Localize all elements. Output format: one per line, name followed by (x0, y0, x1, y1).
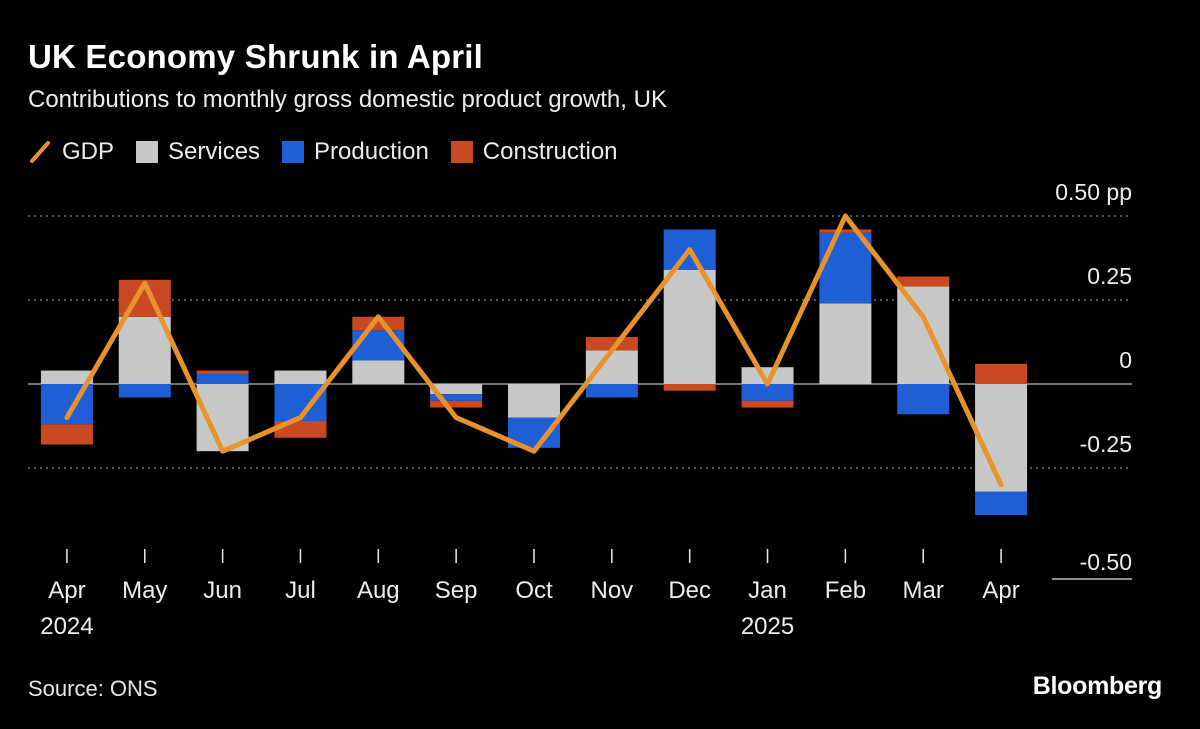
legend-item-gdp: GDP (28, 138, 114, 166)
bar-construction (897, 276, 950, 287)
bar-services (819, 303, 872, 384)
y-tick-label: 0.50 pp (1055, 179, 1132, 205)
chart-title: UK Economy Shrunk in April (28, 38, 484, 75)
x-tick-label: Sep (435, 577, 478, 604)
gdp-line (64, 213, 1004, 488)
x-tick-label: Apr (48, 577, 85, 604)
chart-legend: GDP Services Production Construction (28, 138, 618, 166)
bar-services (585, 350, 638, 384)
bar-construction (819, 229, 872, 233)
x-tick-label: Feb (825, 577, 866, 604)
x-tick-label: Nov (591, 577, 634, 604)
production-swatch-icon (282, 141, 305, 163)
construction-swatch-icon (450, 141, 473, 163)
bar-construction (40, 424, 93, 445)
bar-construction (663, 384, 716, 391)
bar-services (508, 384, 560, 418)
bar-production (741, 384, 794, 401)
chart-subtitle: Contributions to monthly gross domestic … (28, 86, 667, 113)
x-year-label: 2025 (741, 613, 794, 640)
bar-production (118, 384, 171, 398)
x-tick-label: Jan (748, 577, 787, 604)
services-swatch-icon (136, 141, 159, 163)
bar-services (274, 370, 327, 384)
bar-services (352, 360, 405, 384)
bar-production (196, 373, 249, 384)
bar-production (585, 384, 638, 398)
bar-production (819, 232, 872, 304)
legend-label-production: Production (314, 138, 429, 165)
bar-services (897, 286, 950, 384)
x-tick-label: Apr (982, 577, 1019, 604)
bar-services (975, 384, 1028, 492)
y-tick-label: -0.25 (1080, 431, 1132, 457)
bar-services (118, 316, 171, 384)
legend-item-services: Services (136, 138, 260, 166)
y-tick-label: -0.50 (1080, 549, 1132, 575)
bar-construction (741, 400, 794, 408)
bar-production (352, 330, 405, 361)
y-tick-label: 0 (1119, 347, 1132, 373)
x-tick-label: Oct (515, 577, 553, 604)
gdp-line-icon (30, 141, 50, 163)
source-note: Source: ONS (28, 676, 158, 701)
x-tick-label: Mar (903, 577, 944, 604)
x-tick-label: Jul (285, 577, 316, 604)
legend-item-construction: Construction (450, 138, 618, 166)
legend-label-services: Services (168, 138, 261, 165)
bar-construction (430, 400, 483, 408)
bar-production (975, 491, 1028, 516)
bloomberg-logo: Bloomberg (1032, 672, 1163, 700)
bar-services (741, 367, 794, 384)
x-tick-label: Aug (357, 577, 400, 604)
y-tick-label: 0.25 (1087, 263, 1132, 289)
legend-item-production: Production (282, 138, 429, 166)
legend-label-gdp: GDP (62, 138, 115, 165)
bar-construction (196, 370, 249, 374)
x-tick-label: Jun (203, 577, 242, 604)
bar-services (40, 370, 93, 384)
bar-construction (585, 336, 638, 351)
legend-label-construction: Construction (482, 138, 618, 165)
bar-production (430, 394, 483, 401)
bar-services (663, 269, 716, 384)
x-tick-label: Dec (668, 577, 711, 604)
bar-construction (352, 316, 405, 331)
bar-production (897, 384, 950, 415)
x-tick-label: May (122, 577, 167, 604)
x-year-label: 2024 (40, 613, 93, 640)
bar-construction (975, 363, 1028, 384)
bar-services (430, 384, 483, 395)
